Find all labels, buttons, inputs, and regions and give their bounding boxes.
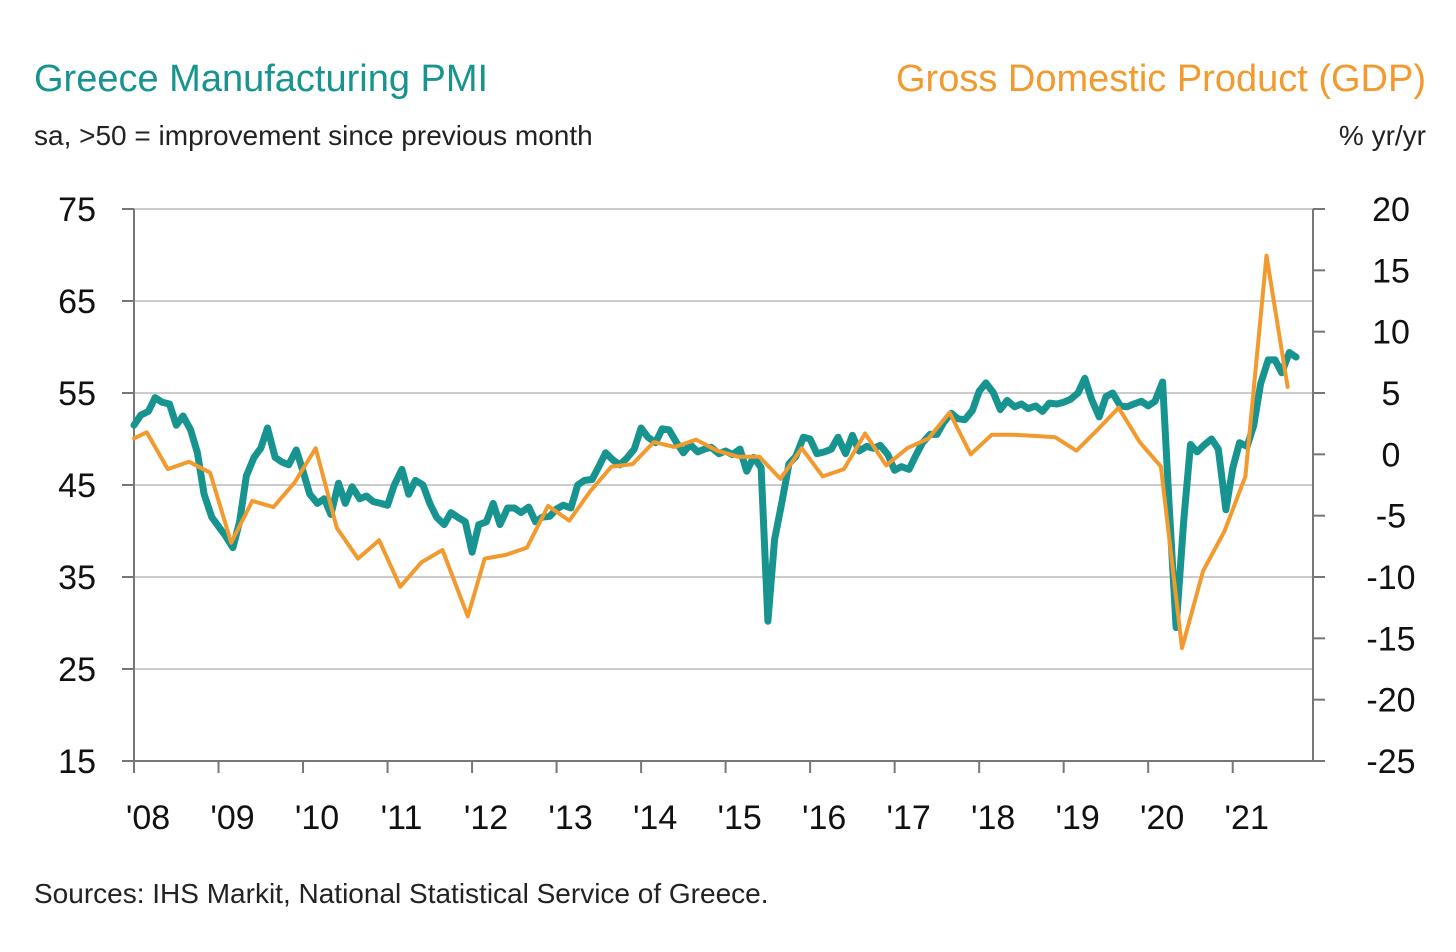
x-tick-label: '13	[548, 799, 592, 837]
left-y-tick-label: 55	[58, 375, 96, 413]
left-y-tick-label: 45	[58, 467, 96, 505]
gdp-axis-subtitle: % yr/yr	[1338, 120, 1426, 151]
left-y-tick-label: 35	[58, 559, 96, 597]
x-tick-label: '18	[971, 799, 1015, 837]
x-tick-label: '16	[802, 799, 846, 837]
x-tick-label: '19	[1056, 799, 1100, 837]
x-tick-label: '15	[717, 799, 761, 837]
right-y-tick-label: -15	[1366, 620, 1415, 658]
pmi-chart-title: Greece Manufacturing PMI	[34, 58, 489, 100]
x-tick-label: '17	[886, 799, 930, 837]
x-tick-label: '08	[126, 799, 170, 837]
left-y-tick-label: 65	[58, 283, 96, 321]
sources-note: Sources: IHS Markit, National Statistica…	[34, 878, 769, 909]
right-y-tick-label: 20	[1372, 191, 1410, 229]
x-tick-label: '09	[210, 799, 254, 837]
right-y-tick-label: 15	[1372, 252, 1410, 290]
left-y-tick-label: 75	[58, 191, 96, 229]
x-tick-label: '20	[1140, 799, 1184, 837]
left-y-tick-label: 15	[58, 743, 96, 781]
right-y-tick-label: 0	[1382, 436, 1401, 474]
left-y-tick-label: 25	[58, 651, 96, 689]
pmi-axis-subtitle: sa, >50 = improvement since previous mon…	[34, 120, 593, 151]
right-y-tick-label: -20	[1366, 682, 1415, 720]
right-y-tick-label: 5	[1382, 375, 1401, 413]
x-tick-label: '11	[381, 799, 423, 837]
right-y-tick-label: 10	[1372, 314, 1410, 352]
x-tick-label: '12	[464, 799, 508, 837]
right-y-tick-label: -10	[1366, 559, 1415, 597]
gdp-chart-title: Gross Domestic Product (GDP)	[896, 58, 1426, 100]
right-y-tick-label: -5	[1376, 498, 1406, 536]
gdp-series-line	[132, 253, 1290, 651]
x-tick-label: '10	[295, 799, 339, 837]
right-y-tick-label: -25	[1366, 743, 1415, 781]
x-tick-label: '21	[1225, 799, 1269, 837]
x-tick-label: '14	[633, 799, 677, 837]
